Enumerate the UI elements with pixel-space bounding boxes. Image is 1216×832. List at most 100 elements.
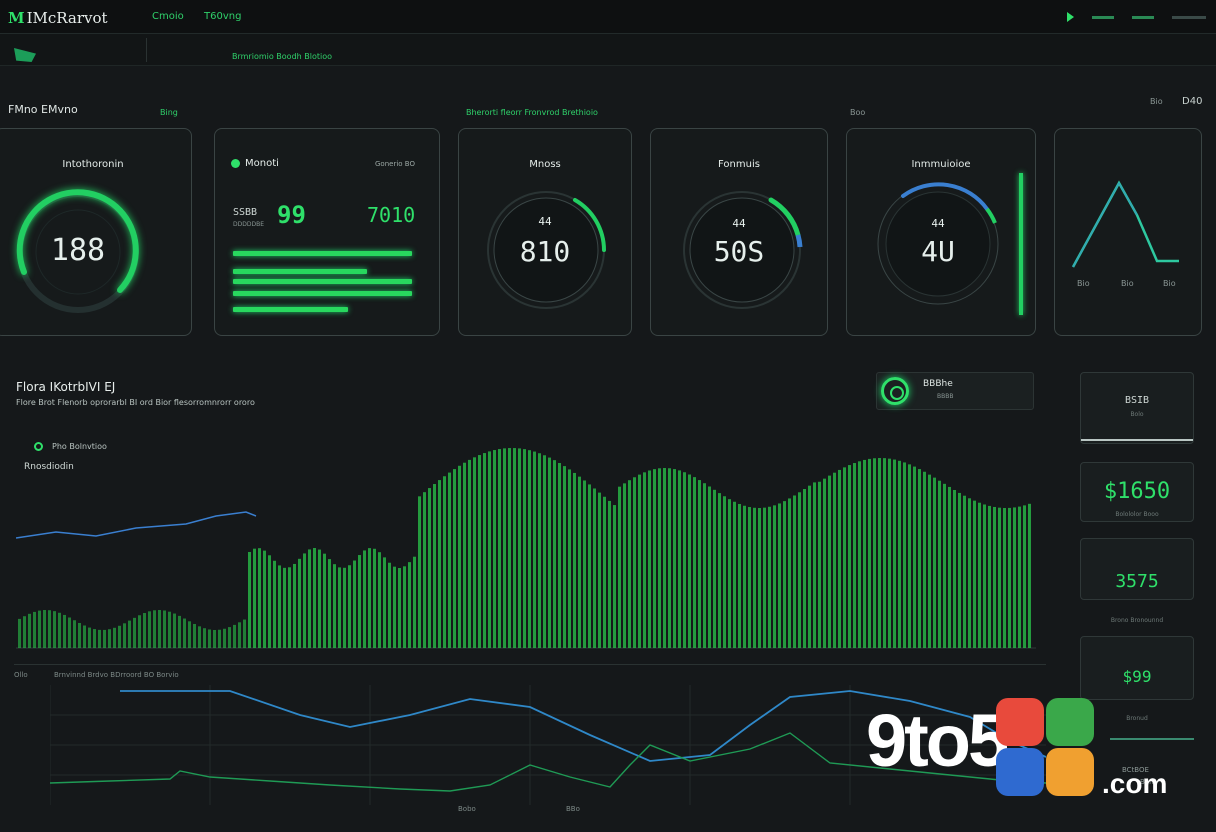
chart-bar: [943, 483, 946, 648]
chart-bar: [258, 548, 261, 648]
chart-bar: [158, 610, 161, 648]
gauge-value: 810: [519, 235, 571, 268]
chart-bar: [623, 483, 626, 648]
chart-bar: [368, 548, 371, 648]
chart-subtitle: Flore Brot Flenorb oprorarbl BI ord Bior…: [16, 398, 255, 407]
chart-bar: [188, 621, 191, 648]
action-2[interactable]: D40: [1182, 96, 1203, 107]
card-title: Monoti: [245, 158, 279, 169]
chart-bar: [833, 472, 836, 648]
chart-bar: [318, 549, 321, 648]
chart-bar: [998, 507, 1001, 648]
chart-bar: [383, 557, 386, 648]
chart-bar: [703, 483, 706, 648]
gauge-value: 4U: [921, 235, 955, 268]
chart-bar: [558, 463, 561, 648]
side-value: $99: [1122, 667, 1152, 686]
chart-bar: [718, 493, 721, 648]
chart-bar: [838, 469, 841, 648]
legend-label: Pho Bolnvtioo: [52, 442, 107, 451]
chart-bar: [148, 611, 151, 648]
chart-bar: [473, 457, 476, 648]
overview-tag-left: Bing: [160, 108, 178, 117]
metric-card-3[interactable]: Mnoss 44 810: [458, 128, 632, 336]
side-card-1[interactable]: BSIB Bolo: [1080, 372, 1194, 444]
gauge-top-value: 44: [931, 217, 945, 230]
chart-bar: [273, 560, 276, 648]
chart-bar: [598, 492, 601, 648]
bottom-label: Ollo: [14, 671, 28, 679]
chart-bar: [538, 453, 541, 648]
metric-card-4[interactable]: Fonmuis 44 50S: [650, 128, 828, 336]
chart-bar: [853, 463, 856, 648]
chart-bar: [913, 466, 916, 648]
chart-bar: [748, 507, 751, 648]
nav-item-1[interactable]: Cmoio: [152, 11, 184, 22]
chart-bar: [988, 505, 991, 648]
app-title: IMcRarvot: [26, 9, 108, 27]
collapse-icon[interactable]: [14, 48, 36, 62]
chart-bar: [863, 459, 866, 648]
chart-bar: [608, 500, 611, 648]
chart-bar: [668, 468, 671, 648]
axis-label: Bio: [1163, 279, 1176, 288]
chart-bar: [758, 507, 761, 648]
chart-bar: [503, 448, 506, 648]
chart-bar: [223, 628, 226, 648]
chart-bar: [183, 618, 186, 648]
axis-label: Bio: [1077, 279, 1090, 288]
nav-item-2[interactable]: T60vng: [204, 11, 242, 22]
chart-bar: [83, 625, 86, 648]
chart-bar: [303, 553, 306, 648]
chart-bar: [293, 563, 296, 648]
chart-bar: [728, 499, 731, 648]
chart-bar: [348, 565, 351, 648]
metric-card-6[interactable]: Bio Bio Bio: [1054, 128, 1202, 336]
metric-card-1[interactable]: Intothoronin 188: [0, 128, 192, 336]
chart-bar: [238, 622, 241, 648]
chart-bar: [973, 500, 976, 648]
app-logo[interactable]: M IMcRarvot: [8, 9, 108, 27]
chart-bar: [113, 627, 116, 648]
metric-card-2[interactable]: Monoti Gonerio BO SSBB DDDDDBE 99 7010: [214, 128, 440, 336]
chart-bar: [753, 507, 756, 648]
gauge-value: 50S: [713, 235, 765, 268]
chart-bar: [903, 462, 906, 648]
main-chart[interactable]: [16, 420, 1036, 652]
chart-bar: [768, 506, 771, 648]
chart-bar: [888, 458, 891, 648]
side-card-4[interactable]: $99 Bronud: [1080, 636, 1194, 722]
chart-bar: [1003, 507, 1006, 648]
bottom-chart[interactable]: [50, 685, 1046, 805]
menu-handle[interactable]: [1172, 15, 1206, 19]
progress-bar: [233, 251, 412, 256]
x-axis-label: Bobo: [458, 805, 476, 813]
action-1[interactable]: Bio: [1150, 97, 1163, 106]
chart-bar: [398, 567, 401, 648]
series-label: Rnosdiodin: [24, 462, 74, 472]
side-card-3[interactable]: 3575 Brono Bronounnd: [1080, 538, 1194, 624]
chart-bar: [543, 455, 546, 648]
breadcrumb[interactable]: Brmriomio Boodh Blotioo: [232, 52, 333, 61]
chart-badge[interactable]: BBBhe BBBB: [876, 372, 1034, 410]
section-title: FMno EMvno: [8, 103, 78, 116]
chart-bar: [103, 629, 106, 648]
progress-bar: [233, 269, 367, 274]
chart-bar: [373, 548, 376, 648]
chart-bar: [823, 478, 826, 648]
chart-bar: [68, 617, 71, 648]
metric-card-5[interactable]: Inmmuioioe 44 4U: [846, 128, 1036, 336]
play-icon[interactable]: [1067, 12, 1074, 22]
chart-bar: [483, 453, 486, 648]
chart-bar: [208, 629, 211, 648]
logo-mark: M: [8, 9, 25, 27]
chart-bar: [618, 486, 621, 648]
chart-bar: [278, 565, 281, 648]
chart-bar: [698, 480, 701, 648]
chart-bar: [393, 566, 396, 648]
chart-bar: [508, 448, 511, 648]
chart-bar: [213, 629, 216, 648]
chart-bar: [493, 450, 496, 648]
chart-bar: [498, 449, 501, 648]
side-card-2[interactable]: $1650 Bolololor Booo: [1080, 462, 1194, 522]
